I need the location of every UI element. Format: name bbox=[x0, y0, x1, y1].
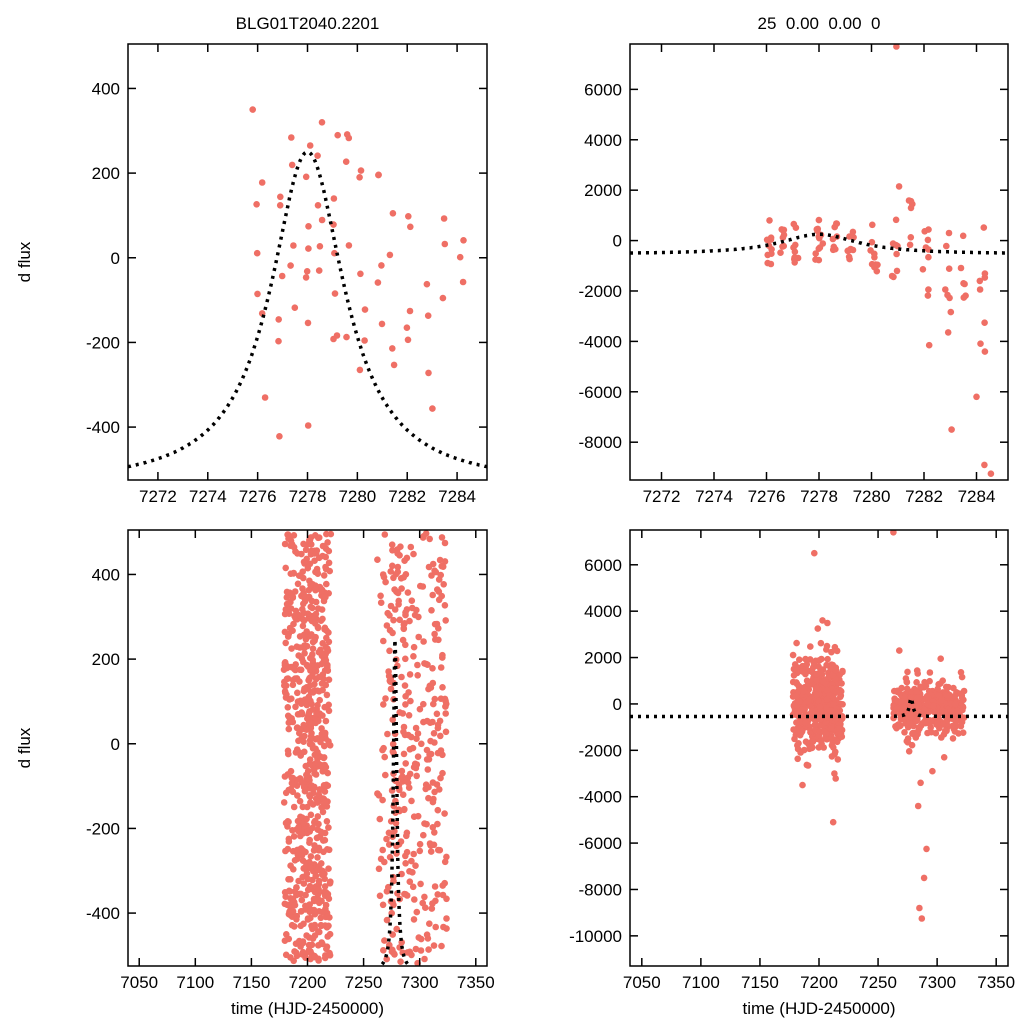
scatter-points-bottom-right bbox=[789, 530, 968, 922]
panel-bottom-right: time (HJD-2450000) 7050 7100 7150 7200 7250 73… bbox=[569, 529, 1015, 1018]
ticks-bottom-right bbox=[630, 530, 1008, 966]
model-curve-top-left bbox=[128, 150, 487, 469]
svg-text:2000: 2000 bbox=[584, 649, 622, 668]
svg-text:7150: 7150 bbox=[232, 973, 270, 992]
svg-text:7350: 7350 bbox=[457, 973, 495, 992]
tick-labels-bottom-left: 7050 7100 7150 7200 7250 7300 7350 -400 -200 0 200… bbox=[86, 565, 495, 992]
tick-labels-top-left: 7272 7274 7276 7278 7280 7282 7284 -400 -200 0 200… bbox=[86, 79, 476, 506]
svg-text:7300: 7300 bbox=[401, 973, 439, 992]
svg-text:-400: -400 bbox=[86, 418, 120, 437]
svg-text:6000: 6000 bbox=[584, 80, 622, 99]
scatter-points-top-right bbox=[763, 44, 995, 478]
plot-area-top-right bbox=[630, 44, 1008, 478]
y-axis-label-bottom-left: d flux bbox=[15, 727, 34, 768]
panel-title-top-left: BLG01T2040.2201 bbox=[236, 14, 380, 33]
svg-text:7150: 7150 bbox=[741, 973, 779, 992]
svg-text:400: 400 bbox=[92, 79, 120, 98]
svg-text:-200: -200 bbox=[86, 333, 120, 352]
svg-text:-400: -400 bbox=[86, 904, 120, 923]
svg-text:7282: 7282 bbox=[905, 487, 943, 506]
svg-text:-4000: -4000 bbox=[579, 788, 622, 807]
svg-text:-6000: -6000 bbox=[579, 383, 622, 402]
svg-text:0: 0 bbox=[111, 249, 120, 268]
panel-top-left: BLG01T2040.2201 d flux 7272 7274 7276 7278 728… bbox=[15, 14, 488, 506]
svg-text:2000: 2000 bbox=[584, 181, 622, 200]
svg-text:0: 0 bbox=[613, 232, 622, 251]
svg-text:-10000: -10000 bbox=[569, 927, 622, 946]
svg-text:-2000: -2000 bbox=[579, 282, 622, 301]
svg-text:7280: 7280 bbox=[853, 487, 891, 506]
tick-labels-top-right: 7272 7274 7276 7278 7280 7282 7284 -8000 -6000 -4… bbox=[579, 80, 996, 506]
svg-text:7050: 7050 bbox=[120, 973, 158, 992]
svg-text:7276: 7276 bbox=[748, 487, 786, 506]
svg-text:-8000: -8000 bbox=[579, 880, 622, 899]
svg-text:7200: 7200 bbox=[289, 973, 327, 992]
svg-text:4000: 4000 bbox=[584, 131, 622, 150]
svg-text:7282: 7282 bbox=[388, 487, 426, 506]
svg-text:7250: 7250 bbox=[859, 973, 897, 992]
x-axis-label-bottom-right: time (HJD-2450000) bbox=[742, 999, 895, 1018]
svg-text:7350: 7350 bbox=[977, 973, 1015, 992]
svg-text:7272: 7272 bbox=[139, 487, 177, 506]
ticks-bottom-left bbox=[128, 530, 487, 966]
svg-text:7274: 7274 bbox=[189, 487, 227, 506]
scatter-points-top-left bbox=[249, 106, 467, 440]
svg-text:0: 0 bbox=[111, 735, 120, 754]
svg-text:7278: 7278 bbox=[289, 487, 327, 506]
plot-area-bottom-left bbox=[280, 530, 450, 966]
svg-text:7200: 7200 bbox=[800, 973, 838, 992]
svg-text:4000: 4000 bbox=[584, 602, 622, 621]
svg-text:7272: 7272 bbox=[643, 487, 681, 506]
svg-text:7274: 7274 bbox=[695, 487, 733, 506]
axes-frame-top-left bbox=[127, 43, 488, 481]
plot-area-bottom-right bbox=[630, 530, 1008, 922]
svg-text:7284: 7284 bbox=[958, 487, 996, 506]
x-axis-label-bottom-left: time (HJD-2450000) bbox=[231, 999, 384, 1018]
svg-text:6000: 6000 bbox=[584, 556, 622, 575]
svg-text:7276: 7276 bbox=[239, 487, 277, 506]
scatter-points-bottom-left bbox=[280, 530, 450, 966]
svg-text:200: 200 bbox=[92, 164, 120, 183]
svg-text:7100: 7100 bbox=[176, 973, 214, 992]
svg-text:7250: 7250 bbox=[345, 973, 383, 992]
svg-text:7300: 7300 bbox=[918, 973, 956, 992]
svg-text:7050: 7050 bbox=[623, 973, 661, 992]
svg-text:7284: 7284 bbox=[438, 487, 476, 506]
svg-text:7100: 7100 bbox=[682, 973, 720, 992]
svg-text:-4000: -4000 bbox=[579, 332, 622, 351]
tick-labels-bottom-right: 7050 7100 7150 7200 7250 7300 7350 -10000 -8000 -… bbox=[569, 556, 1015, 992]
ticks-top-left bbox=[128, 44, 487, 480]
svg-text:-200: -200 bbox=[86, 819, 120, 838]
svg-text:400: 400 bbox=[92, 565, 120, 584]
svg-text:200: 200 bbox=[92, 650, 120, 669]
y-axis-label-top-left: d flux bbox=[15, 241, 34, 282]
plot-area-top-left bbox=[128, 106, 487, 469]
svg-text:-8000: -8000 bbox=[579, 433, 622, 452]
panel-bottom-left: d flux time (HJD-2450000) 7050 7100 7150 7200… bbox=[15, 529, 495, 1018]
panel-title-top-right: 25 0.00 0.00 0 bbox=[758, 14, 881, 33]
svg-text:-6000: -6000 bbox=[579, 834, 622, 853]
ticks-top-right bbox=[630, 44, 1008, 480]
svg-text:0: 0 bbox=[613, 695, 622, 714]
svg-text:7280: 7280 bbox=[338, 487, 376, 506]
svg-text:-2000: -2000 bbox=[579, 741, 622, 760]
svg-text:7278: 7278 bbox=[800, 487, 838, 506]
